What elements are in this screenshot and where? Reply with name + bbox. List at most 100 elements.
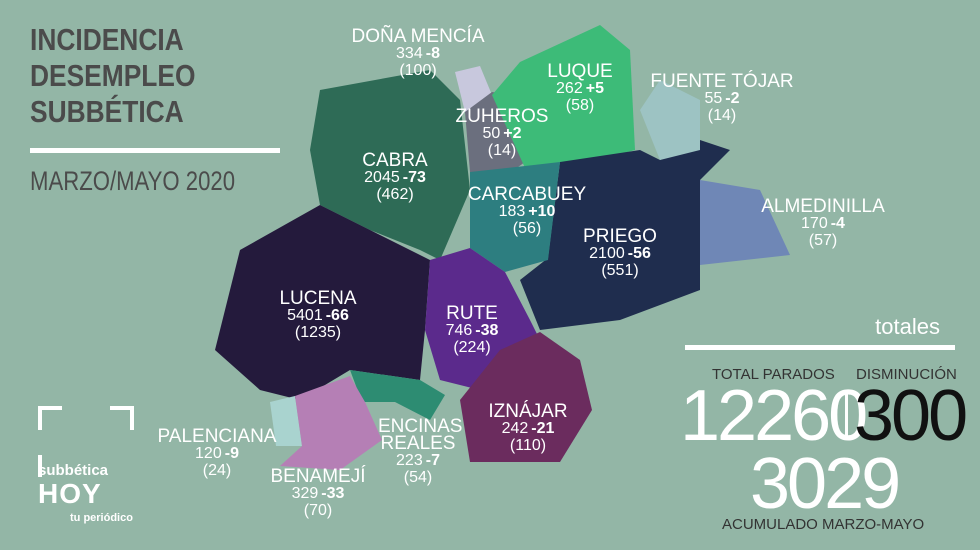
region-values: 242 -21 <box>488 420 567 437</box>
decrease-value: 300 <box>854 376 968 456</box>
region-values: 334 -8 <box>351 45 484 62</box>
region-name: ENCINAS REALES <box>378 416 463 454</box>
region-change: -66 <box>325 307 349 324</box>
region-name: ALMEDINILLA <box>761 196 885 217</box>
region-name: FUENTE TÓJAR <box>650 71 794 92</box>
region-values: 223 -7 <box>378 452 458 469</box>
region-name: IZNÁJAR <box>488 401 568 422</box>
region-total: 5401 <box>287 307 323 324</box>
region-label: CABRA 2045 -73 (462) <box>362 150 428 203</box>
title-line: DESEMPLEO <box>30 58 196 93</box>
region-values: 329 -33 <box>270 485 365 502</box>
region-label: ZUHEROS 50 +2 (14) <box>455 106 549 159</box>
lucena-area <box>215 205 430 400</box>
region-name: PALENCIANA <box>157 426 277 447</box>
totals-heading: totales <box>875 314 940 339</box>
carcabuey-area <box>470 162 560 272</box>
region-total: 334 <box>396 45 423 62</box>
region-label: PRIEGO 2100 -56 (551) <box>583 226 657 279</box>
region-accumulated: (14) <box>487 142 517 159</box>
region-name: RUTE <box>446 303 498 324</box>
rute-area <box>425 248 540 390</box>
region-accumulated: (24) <box>202 462 232 479</box>
region-accumulated: (551) <box>601 262 639 279</box>
title: INCIDENCIA DESEMPLEO SUBBÉTICA <box>30 22 195 130</box>
region-total: 242 <box>501 420 529 437</box>
almedinilla-area <box>700 180 790 265</box>
region-accumulated: (462) <box>376 186 414 203</box>
total-label: TOTAL PARADOS <box>712 366 835 383</box>
region-values: 50 +2 <box>456 125 549 142</box>
region-total: 2100 <box>589 245 625 262</box>
title-line: INCIDENCIA <box>30 22 184 57</box>
region-accumulated: (58) <box>565 97 595 114</box>
region-name: CABRA <box>362 150 428 171</box>
region-values: 746 -38 <box>446 322 499 339</box>
accumulated-label: ACUMULADO MARZO-MAYO <box>722 516 925 533</box>
region-values: 55 -2 <box>650 90 793 107</box>
totals-rule <box>685 345 955 350</box>
title-rule <box>30 148 280 153</box>
region-change: -2 <box>725 90 740 107</box>
region-change: +5 <box>585 80 604 97</box>
logo-tagline: tu periódico <box>70 512 133 524</box>
region-change: -7 <box>425 452 440 469</box>
fuente-tojar-area <box>640 80 700 160</box>
region-label: PALENCIANA 120 -9 (24) <box>157 426 277 479</box>
region-accumulated: (70) <box>303 502 333 519</box>
iznajar-area <box>460 332 592 462</box>
region-total: 329 <box>291 485 319 502</box>
region-values: 170 -4 <box>761 215 885 232</box>
region-name: ZUHEROS <box>455 106 549 127</box>
region-name: LUQUE <box>547 61 613 82</box>
region-change: -73 <box>402 169 426 186</box>
region-label: DOÑA MENCÍA 334 -8 (100) <box>351 26 485 79</box>
palenciana-area <box>270 396 302 446</box>
total-value: 12260 <box>680 376 868 456</box>
region-change: -33 <box>321 485 345 502</box>
region-total: 50 <box>482 125 501 142</box>
decrease-label: DISMINUCIÓN <box>856 366 957 383</box>
region-values: 262 +5 <box>547 80 612 97</box>
region-accumulated: (100) <box>399 62 437 79</box>
region-total: 223 <box>396 452 423 469</box>
region-label: RUTE 746 -38 (224) <box>446 303 499 356</box>
region-change: +2 <box>503 125 522 142</box>
region-total: 746 <box>445 322 473 339</box>
totals-separator <box>845 390 848 440</box>
region-values: 183 +10 <box>468 203 586 220</box>
region-values: 2100 -56 <box>583 245 657 262</box>
region-change: -8 <box>425 45 440 62</box>
accumulated-value: 3029 <box>750 444 901 524</box>
logo-frame <box>38 406 134 477</box>
region-name: DOÑA MENCÍA <box>351 26 485 47</box>
region-accumulated: (14) <box>707 107 737 124</box>
region-label: LUQUE 262 +5 (58) <box>547 61 613 114</box>
region-change: -9 <box>224 445 239 462</box>
region-label: ENCINAS REALES 223 -7 (54) <box>378 416 463 486</box>
region-label: CARCABUEY 183 +10 (56) <box>467 184 587 237</box>
cabra-area <box>310 70 470 260</box>
encinas-reales-area <box>350 370 445 420</box>
region-values: 5401 -66 <box>279 307 356 324</box>
region-change: +10 <box>528 203 556 220</box>
region-accumulated: (57) <box>808 232 838 249</box>
region-total: 170 <box>801 215 828 232</box>
region-name: BENAMEJÍ <box>270 466 366 487</box>
region-values: 2045 -73 <box>362 169 427 186</box>
region-label: FUENTE TÓJAR 55 -2 (14) <box>650 71 794 124</box>
region-accumulated: (1235) <box>294 324 342 341</box>
region-label: LUCENA 5401 -66 (1235) <box>279 289 356 341</box>
region-accumulated: (224) <box>453 339 491 356</box>
logo-name: HOY <box>38 478 102 509</box>
region-name: CARCABUEY <box>467 184 587 205</box>
region-accumulated: (56) <box>512 220 542 237</box>
region-total: 55 <box>704 90 723 107</box>
region-accumulated: (54) <box>403 469 433 486</box>
region-name: PRIEGO <box>583 226 657 247</box>
region-change: -21 <box>531 420 555 437</box>
region-label: IZNÁJAR 242 -21 (110) <box>488 401 568 454</box>
priego-area <box>520 140 730 330</box>
